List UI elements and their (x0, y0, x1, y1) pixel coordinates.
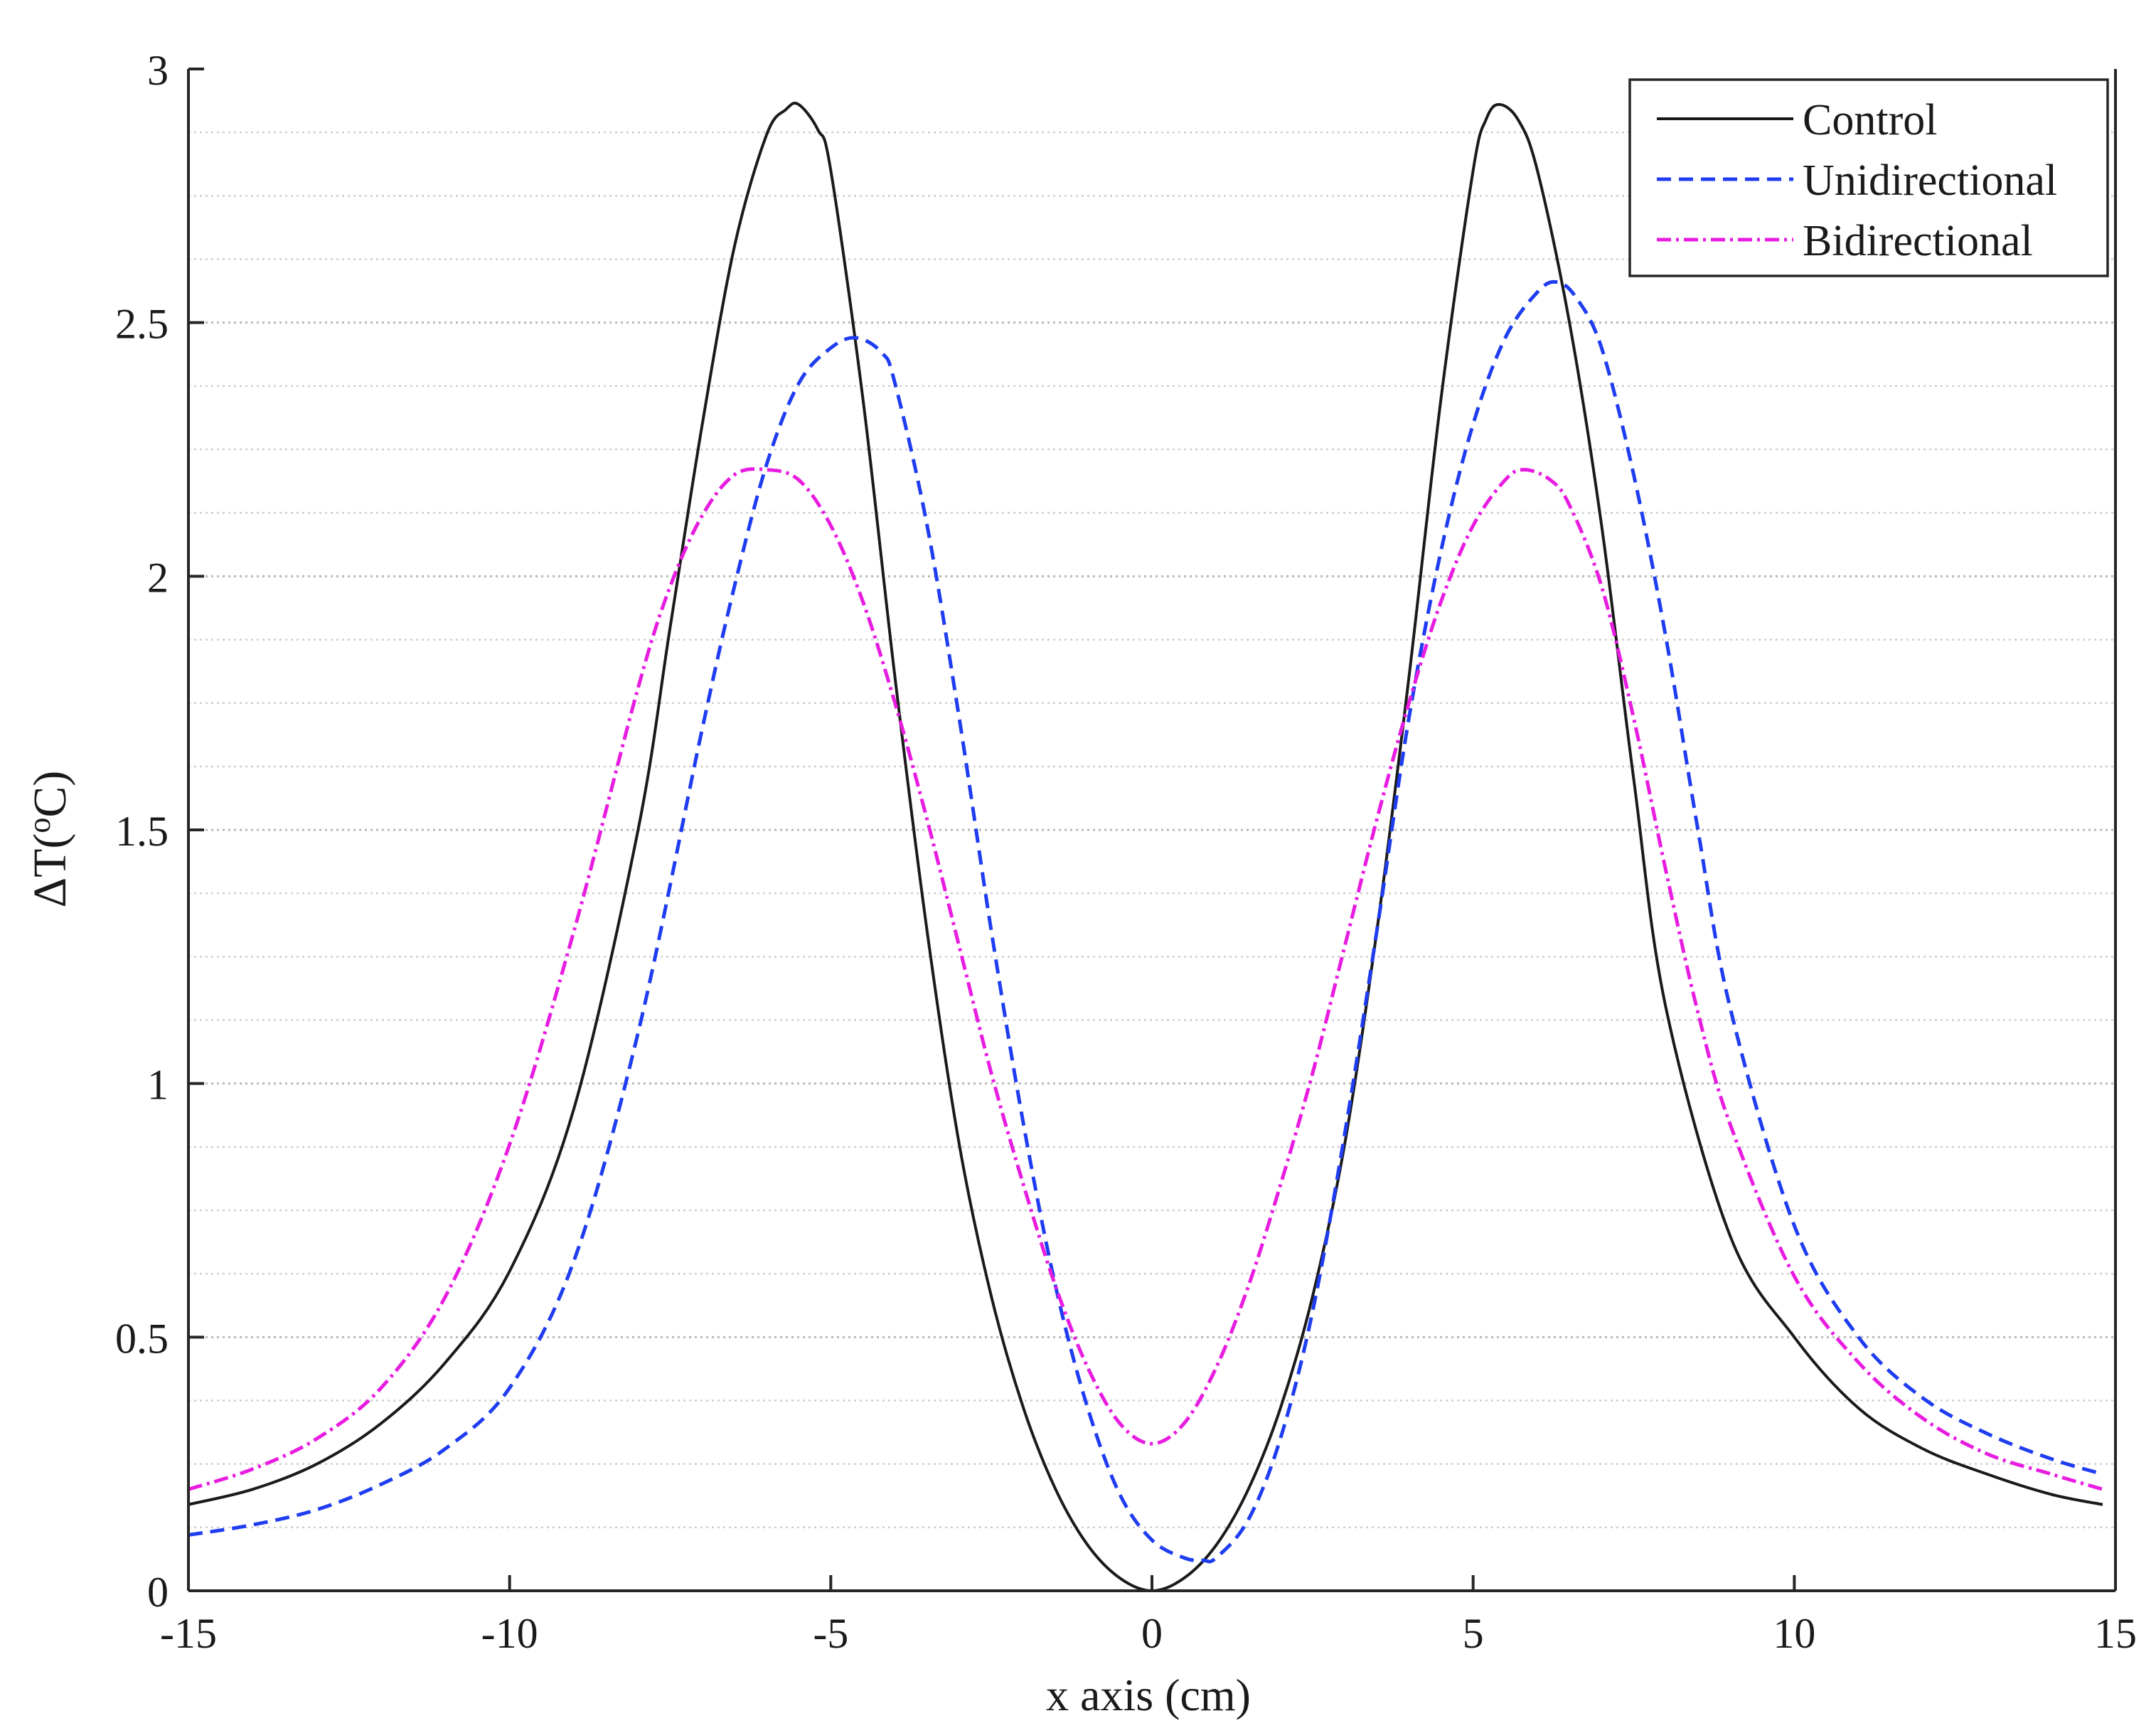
y-tick-label: 3 (147, 47, 169, 94)
x-tick-label: 5 (1463, 1610, 1484, 1657)
legend-label-bidirectional: Bidirectional (1803, 217, 2033, 265)
series-line-bidirectional (188, 466, 2103, 1491)
y-tick-label: 2 (147, 554, 169, 601)
y-tick-label: 0.5 (115, 1315, 169, 1362)
y-tick-label: 0 (147, 1569, 169, 1616)
x-tick-label: 10 (1773, 1610, 1815, 1657)
legend-label-control: Control (1803, 96, 1937, 144)
legend-label-unidirectional: Unidirectional (1803, 156, 2057, 205)
x-tick-label: -10 (481, 1610, 538, 1657)
x-tick-label: -15 (160, 1610, 217, 1657)
y-tick-label: 1 (147, 1062, 169, 1109)
x-tick-label: -5 (813, 1610, 848, 1657)
y-axis-label: ΔT(oC) (22, 771, 76, 908)
y-tick-label: 2.5 (115, 301, 169, 348)
y-axis-label-main: ΔT( (24, 833, 76, 908)
x-tick-label: 0 (1141, 1610, 1163, 1657)
legend: Control Unidirectional Bidirectional (1628, 78, 2109, 277)
x-axis-label: x axis (cm) (1046, 1670, 1251, 1720)
y-tick-label: 1.5 (115, 808, 169, 855)
x-tick-label: 15 (2094, 1610, 2137, 1657)
y-axis-label-degree: o (22, 818, 57, 833)
y-axis-label-unit: C) (24, 771, 76, 818)
ticks-layer: 0 0.5 1 1.5 2 2.5 3 -15 -10 -5 0 5 10 15 (115, 47, 2137, 1657)
series-line-unidirectional (188, 279, 2103, 1564)
